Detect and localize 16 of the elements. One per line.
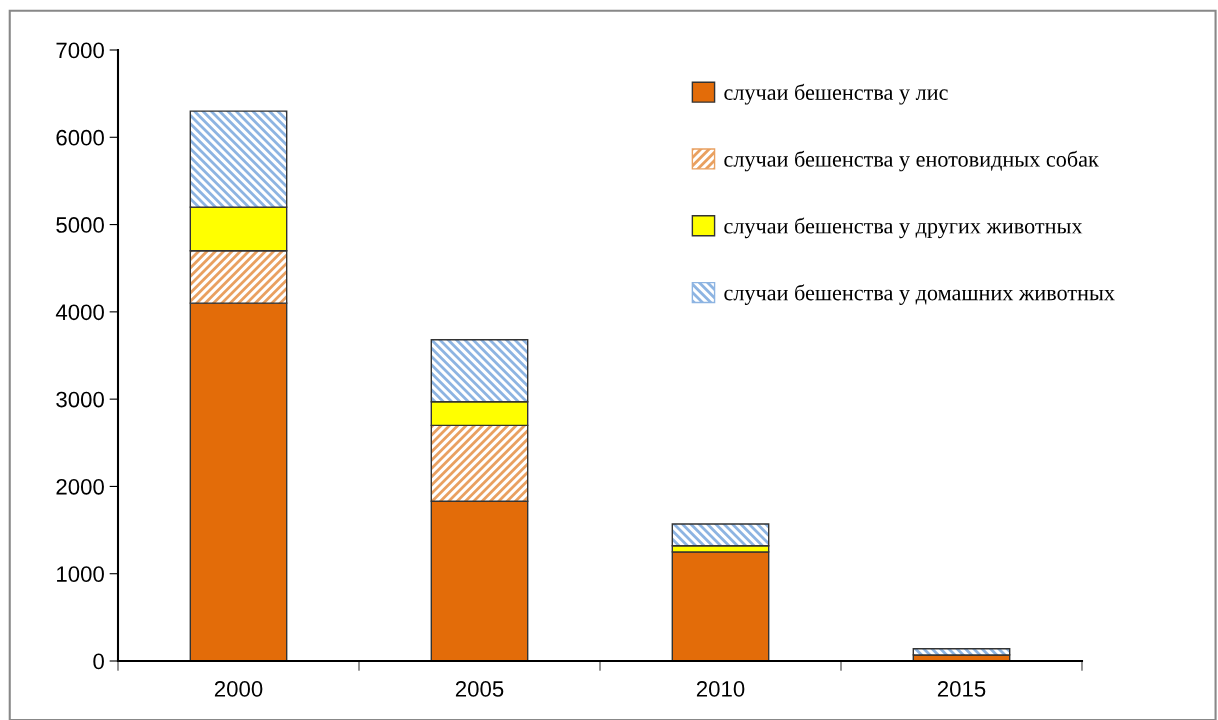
- y-tick-label: 2000: [56, 478, 104, 495]
- legend-label: случаи бешенства у домашних животных: [724, 284, 1115, 305]
- legend-label: случаи бешенства у енотовидных собак: [724, 150, 1099, 172]
- y-tick-label: 5000: [56, 217, 104, 233]
- y-tick-label: 0: [93, 653, 104, 670]
- x-tick-label: 2000: [214, 681, 263, 697]
- y-tick-label: 7000: [56, 42, 104, 59]
- y-tick-label: 3000: [56, 391, 104, 408]
- y-tick-label: 4000: [55, 304, 104, 321]
- x-tick-label: 2010: [696, 681, 745, 697]
- y-tick-label: 1000: [57, 566, 104, 582]
- y-tick-label: 6000: [56, 129, 104, 146]
- legend-label: случаи бешенства у других животных: [724, 217, 1083, 239]
- x-tick-label: 2005: [455, 681, 504, 697]
- legend-label: случаи бешенства у лис: [724, 83, 948, 105]
- x-tick-label: 2015: [937, 681, 986, 697]
